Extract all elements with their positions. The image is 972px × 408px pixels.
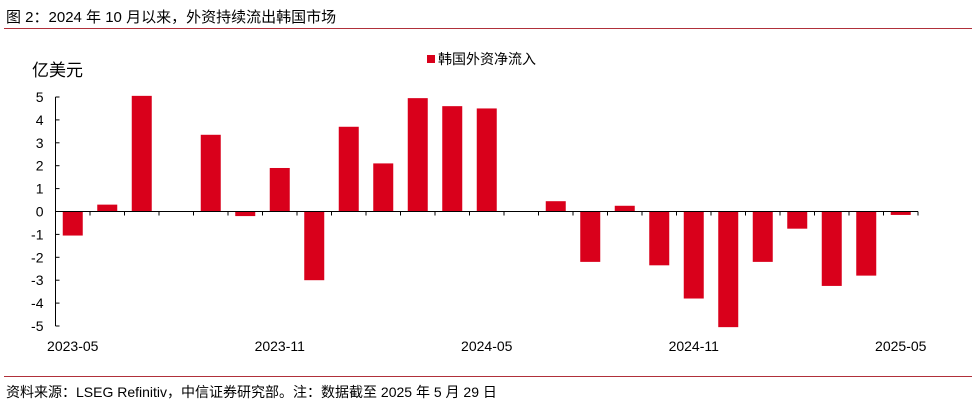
y-tick-label: 1: [36, 181, 44, 197]
y-tick-label: -2: [31, 249, 44, 265]
bar-2024-12: [718, 211, 739, 328]
bar-2025-03: [821, 211, 842, 286]
bar-2024-11: [683, 211, 704, 299]
source-note: 资料来源：LSEG Refinitiv，中信证券研究部。注：数据截至 2025 …: [6, 384, 497, 400]
bar-2023-11: [269, 167, 290, 212]
bar-2024-01: [338, 126, 359, 212]
bar-2024-07: [545, 201, 566, 212]
y-tick-label: 3: [36, 135, 44, 151]
bar-2025-01: [752, 211, 773, 262]
y-tick-label: 0: [36, 204, 44, 220]
x-tick-label: 2024-11: [669, 338, 720, 354]
bar-2023-06: [97, 204, 118, 212]
bar-2023-05: [62, 211, 83, 236]
bar-2023-09: [200, 134, 221, 212]
legend-swatch: [427, 55, 435, 63]
x-tick-label: 2023-11: [255, 338, 306, 354]
y-tick-label: 2: [36, 158, 44, 174]
bar-2023-07: [131, 95, 152, 212]
bar-2024-09: [614, 205, 635, 212]
legend: 韩国外资净流入: [427, 51, 536, 67]
bar-2023-12: [304, 211, 325, 281]
x-tick-label: 2023-05: [47, 338, 99, 354]
bar-2024-08: [580, 211, 601, 262]
bar-2024-05: [476, 108, 497, 212]
y-tick-label: -1: [31, 226, 44, 242]
title-divider: [4, 28, 972, 29]
bar-2024-04: [442, 106, 463, 212]
figure-title: 图 2：2024 年 10 月以来，外资持续流出韩国市场: [6, 9, 337, 26]
x-tick-label: 2025-05: [875, 338, 927, 354]
y-tick-label: 4: [36, 112, 44, 128]
bar-2024-02: [373, 163, 394, 212]
bar-2025-05: [890, 211, 911, 215]
y-tick-label: 5: [36, 89, 44, 105]
y-tick-label: -5: [31, 318, 44, 334]
bar-2023-10: [235, 211, 256, 217]
y-axis-label: 亿美元: [32, 61, 83, 80]
bar-2024-10: [649, 211, 670, 266]
source-divider: [4, 376, 972, 377]
bar-2025-04: [856, 211, 877, 276]
y-tick-label: -4: [31, 295, 44, 311]
bar-2024-03: [407, 98, 428, 212]
legend-label: 韩国外资净流入: [438, 51, 536, 67]
bar-2025-02: [787, 211, 808, 229]
y-tick-label: -3: [31, 272, 44, 288]
x-tick-label: 2024-05: [461, 338, 513, 354]
